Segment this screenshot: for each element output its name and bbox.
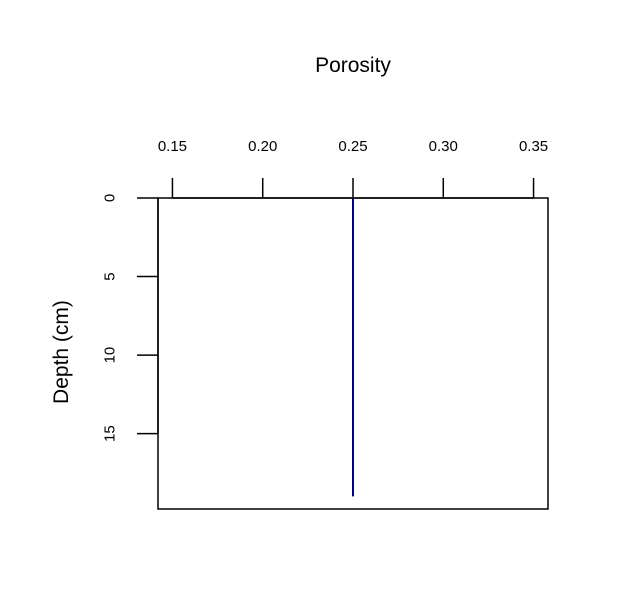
y-tick-label: 5 [102,272,119,280]
x-axis: 0.15 0.20 0.25 0.30 0.35 [158,138,548,199]
plot-frame [157,197,549,510]
y-tick-label: 10 [102,347,119,364]
y-axis-title: Depth (cm) [50,300,73,404]
x-tick-label: 0.35 [519,138,548,155]
y-tick-label: 15 [102,425,119,442]
x-tick-label: 0.30 [429,138,458,155]
y-tick-label: 0 [102,194,119,202]
x-tick-label: 0.25 [338,138,367,155]
y-axis: 0 5 10 15 [102,194,159,442]
x-tick-label: 0.15 [158,138,187,155]
x-tick-label: 0.20 [248,138,277,155]
x-axis-title: Porosity [315,54,391,77]
